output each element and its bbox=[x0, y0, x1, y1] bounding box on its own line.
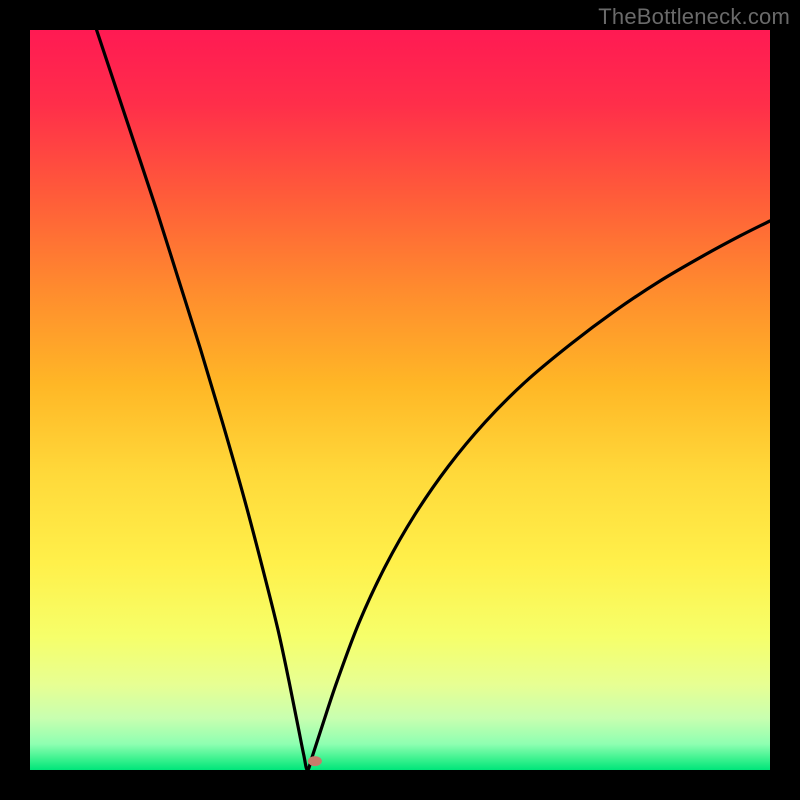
chart-svg bbox=[30, 30, 770, 770]
watermark-text: TheBottleneck.com bbox=[598, 4, 790, 30]
gradient-background bbox=[30, 30, 770, 770]
optimal-point-marker bbox=[308, 756, 322, 766]
chart-frame: TheBottleneck.com bbox=[0, 0, 800, 800]
plot-area bbox=[30, 30, 770, 770]
